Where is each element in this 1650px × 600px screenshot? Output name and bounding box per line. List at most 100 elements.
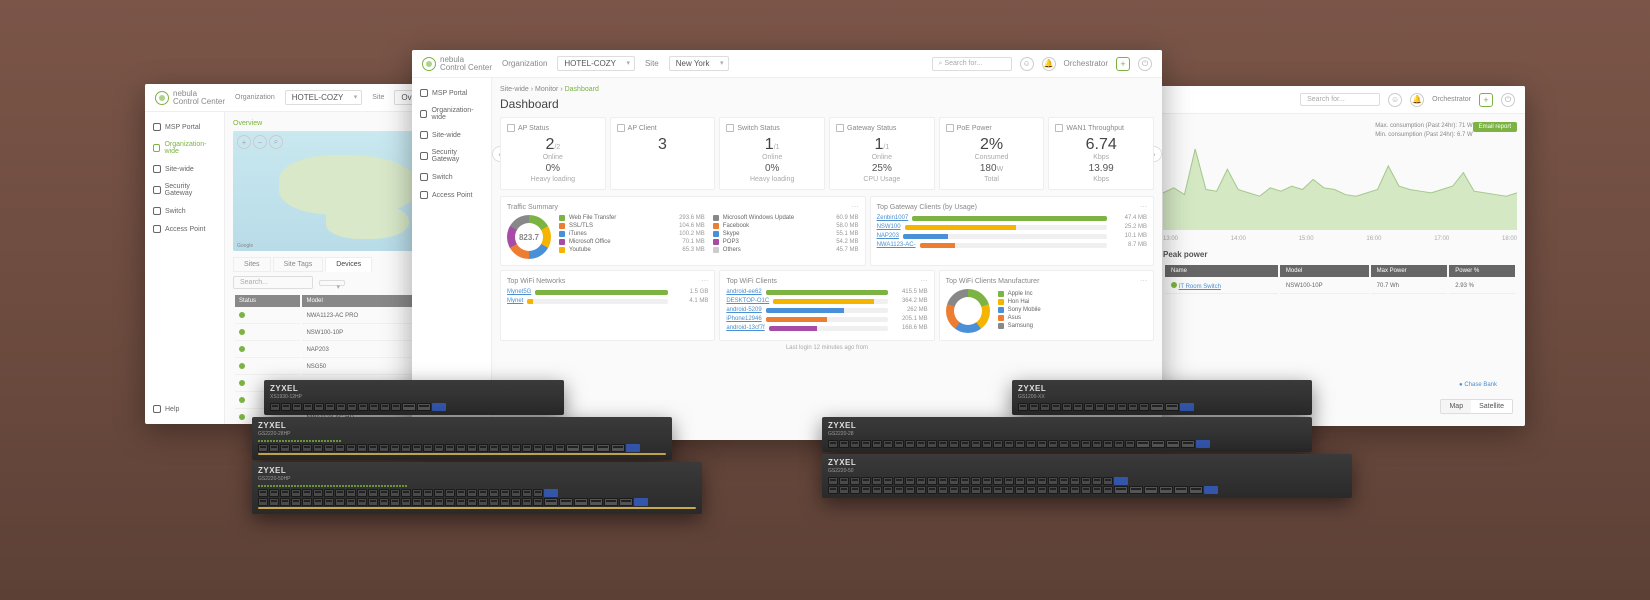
panel-ncc-power: Search for... ☺ 🔔 Orchestrator + ⏻ Email… xyxy=(1155,86,1525,426)
site-dropdown[interactable]: New York xyxy=(669,56,729,71)
card-wifi-mfr: Top WiFi Clients Manufacturer Apple IncH… xyxy=(939,270,1154,341)
bell-icon[interactable]: 🔔 xyxy=(1042,57,1056,71)
kpi-card[interactable]: Gateway Status 1/1 Online 25%CPU Usage xyxy=(829,117,935,190)
switch-device: ZYXEL GS1200-XX xyxy=(1012,380,1312,415)
sidebar-item-gw[interactable]: Security Gateway xyxy=(412,144,491,168)
sidebar: MSP Portal Organization-wide Site-wide S… xyxy=(145,112,225,424)
card-traffic: Traffic Summary Web File Transfer293.6 M… xyxy=(500,196,866,266)
switch-device: ZYXEL GS2220-50HP xyxy=(252,462,702,514)
sidebar-item-ap[interactable]: Access Point xyxy=(145,220,224,238)
org-dropdown[interactable]: HOTEL-COZY xyxy=(557,56,635,71)
sidebar-item-site[interactable]: Site-wide xyxy=(145,160,224,178)
org-label: Organization xyxy=(502,59,547,68)
power-stats: Max. consumption (Past 24hr): 71 W Min. … xyxy=(1163,122,1517,140)
kpi-row: ‹ › AP Status 2/2 Online 0%Heavy loading… xyxy=(500,117,1154,190)
site-icon xyxy=(153,165,161,173)
exit-icon[interactable]: ⏻ xyxy=(1501,93,1515,107)
sidebar-item-msp[interactable]: MSP Portal xyxy=(412,84,491,102)
map-search-icon[interactable]: ⌕ xyxy=(269,135,283,149)
table-row[interactable]: IT Room Switch NSW100-10P 70.7 Wh 2.93 % xyxy=(1165,279,1515,294)
map-satellite-toggle[interactable]: Map Satellite xyxy=(1440,399,1513,414)
org-dropdown[interactable]: HOTEL-COZY xyxy=(285,90,363,105)
sidebar-item-org[interactable]: Organization-wide xyxy=(412,102,491,126)
org-icon xyxy=(153,144,160,152)
card-wifi-net: Top WiFi Networks Mynet5G1.5 GBMynet4.1 … xyxy=(500,270,715,341)
bar-row[interactable]: Zenbin100747.4 MB xyxy=(877,215,1147,221)
satellite-btn[interactable]: Satellite xyxy=(1471,400,1512,413)
org-label: Organization xyxy=(235,94,275,101)
switch-device: ZYXEL GS2220-28HP xyxy=(252,417,672,460)
site-label: Site xyxy=(645,59,659,68)
tab-devices[interactable]: Devices xyxy=(325,257,372,272)
add-icon[interactable]: + xyxy=(1479,93,1493,107)
device-search[interactable]: Search... xyxy=(233,276,313,289)
bar-row[interactable]: android-5209262 MB xyxy=(726,307,927,313)
tab-site-tags[interactable]: Site Tags xyxy=(273,257,324,272)
search-input[interactable]: ⌕ Search for... xyxy=(932,57,1012,71)
sidebar-item-org[interactable]: Organization-wide xyxy=(145,136,224,160)
sidebar-item-gw[interactable]: Security Gateway xyxy=(145,178,224,202)
site-label: Site xyxy=(372,94,384,101)
bar-row[interactable]: iPhone12946205.1 MB xyxy=(726,316,927,322)
sidebar-item-switch[interactable]: Switch xyxy=(412,168,491,186)
shield-icon xyxy=(420,152,428,160)
help-icon xyxy=(153,405,161,413)
map-zoom-out[interactable]: − xyxy=(253,135,267,149)
bar-row[interactable]: NWA1123-AC-8.7 MB xyxy=(877,242,1147,248)
search-input[interactable]: Search for... xyxy=(1300,93,1380,106)
sidebar-item-msp[interactable]: MSP Portal xyxy=(145,118,224,136)
add-icon[interactable]: + xyxy=(1116,57,1130,71)
switch-device: ZYXEL GS2220-50 xyxy=(822,454,1352,498)
kpi-card[interactable]: Switch Status 1/1 Online 0%Heavy loading xyxy=(719,117,825,190)
user-icon[interactable]: ☺ xyxy=(1020,57,1034,71)
sidebar-item-switch[interactable]: Switch xyxy=(145,202,224,220)
filter-dropdown[interactable] xyxy=(319,280,345,286)
sidebar-item-site[interactable]: Site-wide xyxy=(412,126,491,144)
traffic-donut xyxy=(507,215,551,259)
kpi-card[interactable]: AP Client 3 xyxy=(610,117,716,190)
power-chart[interactable] xyxy=(1163,140,1517,230)
footer-note: Last login 12 minutes ago from xyxy=(500,345,1154,351)
brand-sub: Control Center xyxy=(173,98,225,106)
kpi-card[interactable]: PoE Power 2% Consumed 180WTotal xyxy=(939,117,1045,190)
switch-icon xyxy=(420,173,428,181)
switch-stack-right: ZYXEL GS1200-XX ZYXEL GS2220-28 ZYXEL GS… xyxy=(822,380,1352,498)
sidebar-help[interactable]: Help xyxy=(145,400,187,418)
header-right: Search for... ☺ 🔔 Orchestrator + ⏻ xyxy=(1155,86,1525,114)
logo: nebulaControl Center xyxy=(422,56,492,72)
map-zoom-in[interactable]: + xyxy=(237,135,251,149)
peak-table: Name Model Max Power Power % IT Room Swi… xyxy=(1163,263,1517,296)
bar-row[interactable]: DESKTOP-O1C364.2 MB xyxy=(726,298,927,304)
bar-row[interactable]: android-13cf7f168.6 MB xyxy=(726,325,927,331)
peak-title: Peak power xyxy=(1163,250,1517,259)
status-dot xyxy=(1171,282,1177,288)
switch-icon xyxy=(153,207,161,215)
bar-row[interactable]: Mynet4.1 MB xyxy=(507,298,708,304)
card-gateway-clients: Top Gateway Clients (by Usage) Zenbin100… xyxy=(870,196,1154,266)
kpi-card[interactable]: AP Status 2/2 Online 0%Heavy loading xyxy=(500,117,606,190)
ap-icon xyxy=(420,191,428,199)
page-title: Dashboard xyxy=(500,97,1154,111)
map-btn[interactable]: Map xyxy=(1441,400,1471,413)
site-icon xyxy=(420,131,428,139)
tab-sites[interactable]: Sites xyxy=(233,257,271,272)
exit-icon[interactable]: ⏻ xyxy=(1138,57,1152,71)
breadcrumb: Site-wide › Monitor › Dashboard xyxy=(500,86,1154,93)
bar-row[interactable]: NSW10025.2 MB xyxy=(877,224,1147,230)
logo-icon xyxy=(155,91,169,105)
role-label: Orchestrator xyxy=(1432,96,1471,103)
email-badge[interactable]: Email report xyxy=(1473,122,1517,132)
kpi-card[interactable]: WAN1 Throughput 6.74 Kbps 13.99Kbps xyxy=(1048,117,1154,190)
logo-icon xyxy=(422,57,436,71)
bar-row[interactable]: Mynet5G1.5 GB xyxy=(507,289,708,295)
ap-icon xyxy=(153,225,161,233)
bar-row[interactable]: android-ee62415.5 MB xyxy=(726,289,927,295)
mfr-donut xyxy=(946,289,990,333)
sidebar-item-ap[interactable]: Access Point xyxy=(412,186,491,204)
card-wifi-cli: Top WiFi Clients android-ee62415.5 MBDES… xyxy=(719,270,934,341)
bar-row[interactable]: NAP20310.1 MB xyxy=(877,233,1147,239)
msp-icon xyxy=(420,89,428,97)
logo: nebulaControl Center xyxy=(155,90,225,106)
bell-icon[interactable]: 🔔 xyxy=(1410,93,1424,107)
user-icon[interactable]: ☺ xyxy=(1388,93,1402,107)
